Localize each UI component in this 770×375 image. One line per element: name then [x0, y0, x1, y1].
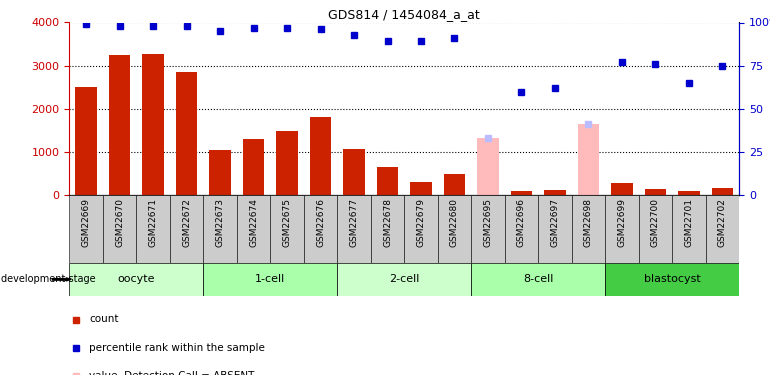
Text: GSM22674: GSM22674 — [249, 198, 258, 247]
Bar — [711, 188, 733, 195]
Text: GSM22672: GSM22672 — [182, 198, 191, 247]
Bar — [75, 87, 97, 195]
Bar — [605, 262, 739, 296]
Text: value, Detection Call = ABSENT: value, Detection Call = ABSENT — [89, 371, 255, 375]
Bar — [203, 195, 237, 262]
Bar — [169, 195, 203, 262]
Text: GSM22677: GSM22677 — [350, 198, 359, 248]
Text: GSM22669: GSM22669 — [82, 198, 91, 248]
Text: GSM22700: GSM22700 — [651, 198, 660, 248]
Bar — [103, 195, 136, 262]
Text: GSM22670: GSM22670 — [115, 198, 124, 248]
Text: oocyte: oocyte — [118, 274, 155, 284]
Bar — [276, 131, 298, 195]
Text: GSM22698: GSM22698 — [584, 198, 593, 248]
Bar — [209, 150, 231, 195]
Bar — [511, 190, 532, 195]
Bar — [471, 262, 605, 296]
Text: GSM22680: GSM22680 — [450, 198, 459, 248]
Bar — [371, 195, 404, 262]
Text: GSM22702: GSM22702 — [718, 198, 727, 247]
Bar — [444, 174, 465, 195]
Title: GDS814 / 1454084_a_at: GDS814 / 1454084_a_at — [328, 8, 480, 21]
Bar — [705, 195, 739, 262]
Text: GSM22695: GSM22695 — [484, 198, 493, 248]
Bar — [270, 195, 303, 262]
Bar — [176, 72, 197, 195]
Text: 2-cell: 2-cell — [389, 274, 420, 284]
Bar — [237, 195, 270, 262]
Bar — [611, 183, 633, 195]
Bar — [644, 189, 666, 195]
Text: blastocyst: blastocyst — [644, 274, 701, 284]
Text: GSM22676: GSM22676 — [316, 198, 325, 248]
Text: GSM22679: GSM22679 — [417, 198, 426, 248]
Text: development stage: development stage — [1, 274, 95, 284]
Bar — [243, 139, 264, 195]
Bar — [505, 195, 538, 262]
Text: 8-cell: 8-cell — [523, 274, 554, 284]
Bar — [69, 262, 203, 296]
Bar — [678, 191, 700, 195]
Bar — [142, 54, 164, 195]
Bar — [337, 195, 371, 262]
Bar — [477, 138, 499, 195]
Bar — [310, 117, 331, 195]
Bar — [571, 195, 605, 262]
Bar — [69, 195, 102, 262]
Text: GSM22697: GSM22697 — [551, 198, 560, 248]
Bar — [109, 55, 130, 195]
Bar — [672, 195, 705, 262]
Text: GSM22678: GSM22678 — [383, 198, 392, 248]
Bar — [605, 195, 639, 262]
Bar — [377, 167, 398, 195]
Text: GSM22696: GSM22696 — [517, 198, 526, 248]
Bar — [544, 190, 566, 195]
Bar — [337, 262, 471, 296]
Bar — [437, 195, 471, 262]
Bar — [638, 195, 672, 262]
Bar — [578, 124, 599, 195]
Bar — [538, 195, 571, 262]
Bar — [410, 182, 432, 195]
Text: GSM22673: GSM22673 — [216, 198, 225, 248]
Bar — [136, 195, 169, 262]
Bar — [404, 195, 437, 262]
Text: GSM22675: GSM22675 — [283, 198, 292, 248]
Text: count: count — [89, 315, 119, 324]
Text: 1-cell: 1-cell — [255, 274, 286, 284]
Text: GSM22671: GSM22671 — [149, 198, 158, 248]
Bar — [471, 195, 505, 262]
Bar — [343, 149, 365, 195]
Bar — [203, 262, 337, 296]
Text: GSM22701: GSM22701 — [685, 198, 694, 248]
Text: GSM22699: GSM22699 — [618, 198, 627, 248]
Text: percentile rank within the sample: percentile rank within the sample — [89, 343, 266, 353]
Bar — [303, 195, 337, 262]
